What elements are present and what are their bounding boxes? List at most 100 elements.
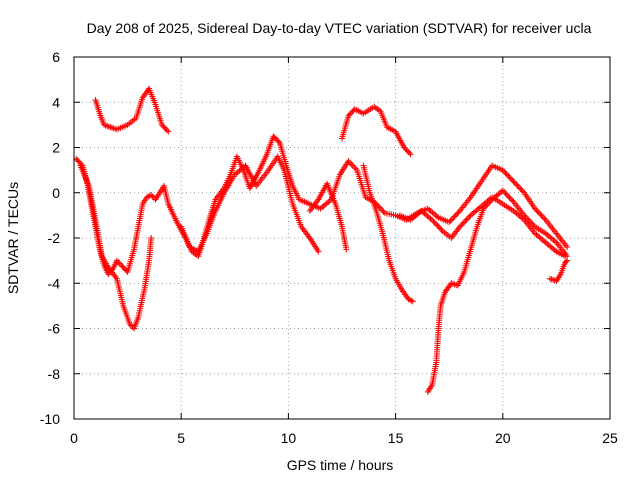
y-tick-label: 2 [52, 140, 60, 156]
x-tick-label: 10 [281, 430, 297, 446]
data-point [563, 258, 570, 265]
y-tick-label: -4 [48, 275, 61, 291]
data-point [346, 111, 353, 118]
x-tick-label: 0 [70, 430, 78, 446]
data-point [514, 182, 521, 189]
data-point [146, 192, 153, 199]
data-point [452, 212, 459, 219]
y-tick-label: -6 [48, 321, 61, 337]
data-point [534, 208, 541, 215]
data-point [509, 197, 516, 204]
data-point [513, 181, 520, 188]
data-point [517, 185, 524, 192]
data-point [527, 219, 534, 226]
data-point [270, 133, 277, 140]
data-point [515, 184, 522, 191]
data-point [506, 174, 513, 181]
data-point [345, 112, 352, 119]
data-point [165, 128, 172, 135]
y-tick-label: -2 [48, 230, 61, 246]
y-axis-label: SDTVAR / TECUs [5, 182, 21, 294]
data-point [509, 177, 516, 184]
data-point [459, 220, 466, 227]
data-point [160, 123, 167, 130]
data-point [164, 127, 171, 134]
data-point [406, 149, 413, 156]
data-point [401, 144, 408, 151]
data-point [274, 137, 281, 144]
data-point [531, 205, 538, 212]
data-point [511, 179, 518, 186]
series-track-7 [360, 162, 416, 305]
data-point [433, 221, 440, 228]
data-point [118, 262, 125, 269]
data-point [507, 175, 514, 182]
data-point [315, 248, 322, 255]
data-point [458, 222, 465, 229]
data-point [529, 220, 536, 227]
series-track-4 [178, 153, 322, 255]
data-point [499, 167, 506, 174]
series-track-9 [396, 194, 568, 260]
data-point [561, 253, 568, 260]
data-point [507, 195, 514, 202]
data-point [158, 121, 165, 128]
data-point [275, 138, 282, 145]
data-point [462, 218, 469, 225]
data-point [446, 219, 453, 226]
data-layer [73, 85, 571, 395]
series-track-10 [546, 257, 571, 284]
data-point [408, 297, 415, 304]
data-point [451, 213, 458, 220]
data-point [349, 108, 356, 115]
data-point [161, 124, 168, 131]
series-track-3 [92, 85, 172, 135]
data-point [448, 216, 455, 223]
data-point [343, 246, 350, 253]
data-point [564, 244, 571, 251]
data-point [564, 257, 571, 264]
data-point [435, 223, 442, 230]
data-point [431, 219, 438, 226]
data-point [376, 204, 383, 211]
data-point [272, 135, 279, 142]
data-point [530, 222, 537, 229]
data-point [506, 194, 513, 201]
data-point [503, 171, 510, 178]
data-point [460, 219, 467, 226]
data-point [505, 172, 512, 179]
y-tick-label: 0 [52, 185, 60, 201]
x-axis-label: GPS time / hours [287, 457, 394, 473]
data-point [438, 226, 445, 233]
data-point [535, 209, 542, 216]
data-point [75, 158, 82, 165]
data-point [434, 222, 441, 229]
data-point [148, 235, 155, 241]
data-point [540, 214, 546, 221]
data-point [538, 212, 545, 219]
y-tick-label: -8 [48, 366, 61, 382]
data-point [533, 207, 540, 214]
data-point [348, 161, 355, 168]
data-point [74, 157, 81, 164]
data-point [518, 186, 525, 193]
data-point [466, 213, 473, 220]
series-track-1 [73, 133, 571, 278]
x-tick-label: 15 [388, 430, 404, 446]
data-point [464, 215, 471, 222]
data-point [501, 168, 508, 175]
data-point [407, 151, 414, 158]
data-point [162, 125, 169, 132]
y-tick-label: 6 [52, 49, 60, 65]
data-point [447, 217, 454, 224]
data-point [519, 188, 526, 195]
data-point [375, 203, 382, 210]
data-point [463, 216, 470, 223]
data-point [122, 266, 129, 273]
y-tick-label: 4 [52, 94, 60, 110]
series-track-6 [339, 103, 414, 158]
grid-layer [74, 57, 610, 419]
data-point [116, 260, 123, 267]
axis-layer: 0 5 10 15 20 25 -10 -8 -6 -4 -2 0 2 4 6 [40, 49, 618, 446]
data-point [541, 215, 548, 222]
